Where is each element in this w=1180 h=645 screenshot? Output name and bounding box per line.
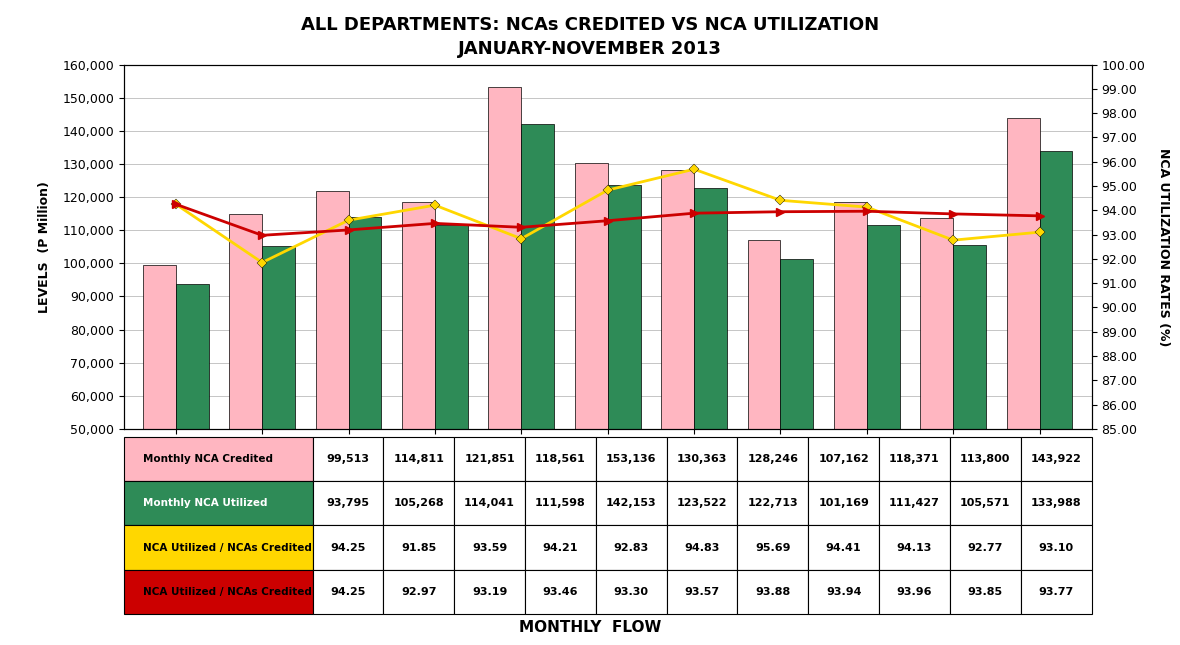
Bar <box>262 246 295 595</box>
Y-axis label: NCA UTILIZATION RATES (%): NCA UTILIZATION RATES (%) <box>1158 148 1171 346</box>
Bar <box>867 225 899 595</box>
Bar <box>402 202 435 595</box>
Bar <box>176 284 209 595</box>
Bar <box>661 170 694 595</box>
Bar <box>143 265 176 595</box>
Y-axis label: LEVELS  (P Million): LEVELS (P Million) <box>38 181 51 313</box>
Text: ALL DEPARTMENTS: NCAs CREDITED VS NCA UTILIZATION
JANUARY-NOVEMBER 2013: ALL DEPARTMENTS: NCAs CREDITED VS NCA UT… <box>301 16 879 57</box>
Bar <box>608 185 641 595</box>
Bar <box>780 259 813 595</box>
Bar <box>834 203 867 595</box>
Bar <box>748 239 780 595</box>
Bar <box>920 217 953 595</box>
Bar <box>316 191 348 595</box>
Bar <box>1007 118 1040 595</box>
Bar <box>435 225 467 595</box>
Bar <box>522 124 555 595</box>
Bar <box>348 217 381 595</box>
Bar <box>229 214 262 595</box>
Bar <box>489 87 522 595</box>
Bar <box>694 188 727 595</box>
Bar <box>1040 151 1073 595</box>
Bar <box>575 163 608 595</box>
Bar <box>953 245 986 595</box>
Text: MONTHLY  FLOW: MONTHLY FLOW <box>519 620 661 635</box>
